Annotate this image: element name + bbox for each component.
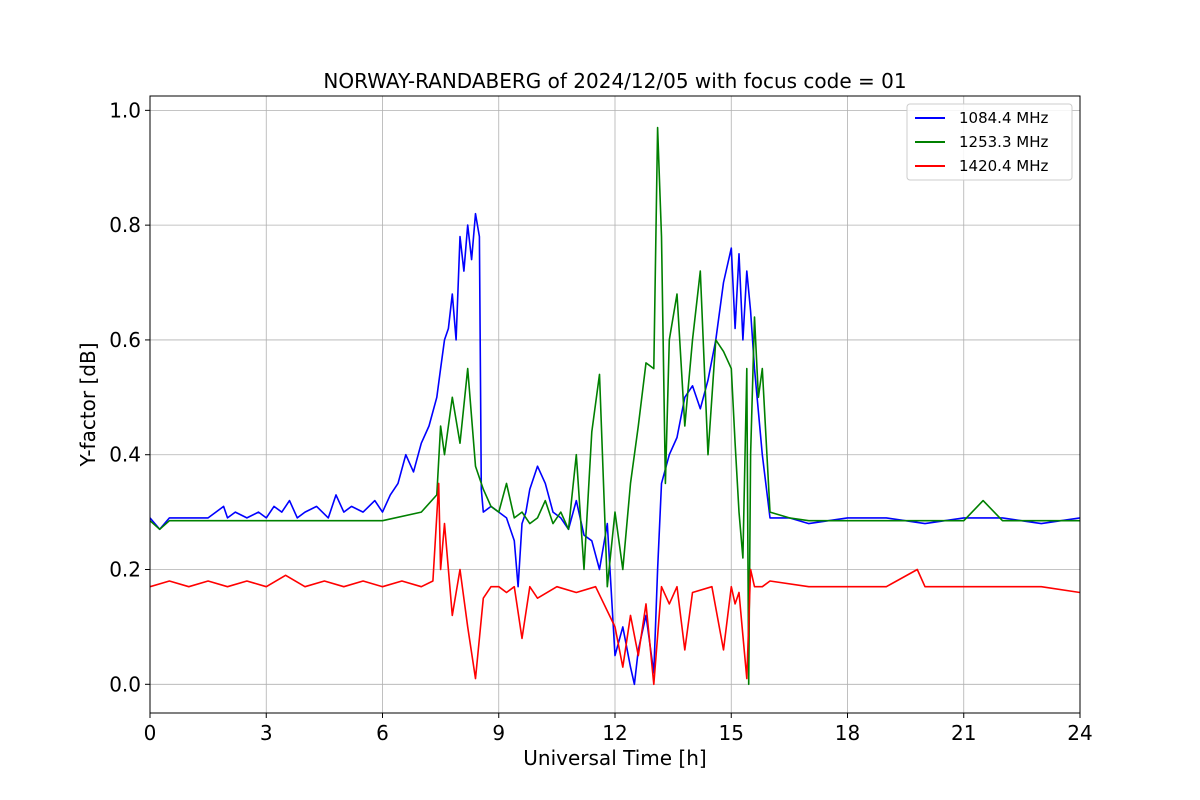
x-tick-label: 12	[602, 721, 627, 745]
y-tick-label: 0.4	[109, 443, 141, 467]
x-tick-label: 6	[376, 721, 389, 745]
legend-label-1084-4-mhz: 1084.4 MHz	[959, 109, 1048, 127]
legend: 1084.4 MHz 1253.3 MHz 1420.4 MHz	[906, 103, 1073, 181]
chart-title: NORWAY-RANDABERG of 2024/12/05 with focu…	[323, 69, 906, 93]
x-tick-label: 24	[1067, 721, 1092, 745]
y-tick-label: 0.0	[109, 672, 141, 696]
x-tick-label: 15	[719, 721, 744, 745]
x-tick-label: 9	[492, 721, 505, 745]
tick-group: 0 3 6 9 12 15 18 21 24 0.0 0.2 0.4 0.6 0.8 1.0	[109, 98, 1093, 745]
x-tick-label: 18	[835, 721, 860, 745]
series-line-1084-4-mhz	[150, 212, 1080, 686]
y-tick-label: 1.0	[109, 98, 141, 122]
x-axis-label: Universal Time [h]	[523, 746, 706, 770]
x-tick-label: 21	[951, 721, 976, 745]
x-tick-label: 0	[144, 721, 157, 745]
series-group	[150, 126, 1080, 686]
legend-label-1420-4-mhz: 1420.4 MHz	[959, 157, 1048, 175]
legend-box	[906, 103, 1073, 181]
grid	[149, 96, 1081, 713]
series-line-1420-4-mhz	[150, 482, 1080, 686]
y-tick-label: 0.8	[109, 213, 141, 237]
legend-label-1253-3-mhz: 1253.3 MHz	[959, 133, 1048, 151]
x-tick-label: 3	[260, 721, 273, 745]
y-tick-label: 0.6	[109, 328, 141, 352]
y-axis-label: Y-factor [dB]	[76, 342, 100, 467]
series-line-1253-3-mhz	[150, 126, 1080, 686]
y-tick-label: 0.2	[109, 558, 141, 582]
